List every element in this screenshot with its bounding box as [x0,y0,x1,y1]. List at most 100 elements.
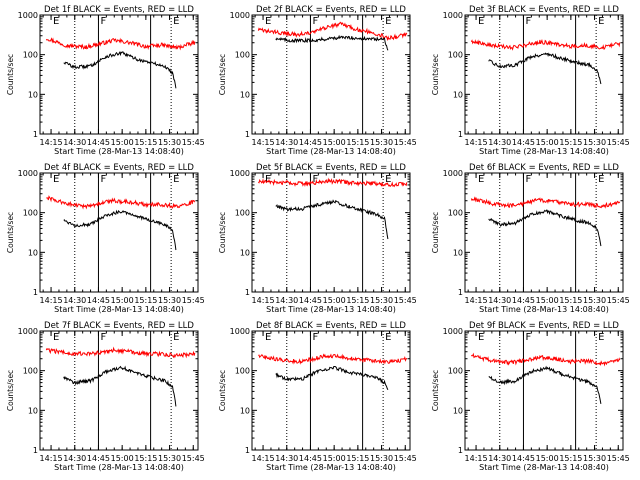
x-axis-label: Start Time (28-Mar-13 14:08:40) [479,463,609,472]
y-tick-label: 1 [33,130,38,139]
panel-title: Det 9f BLACK = Events, RED = LLD [469,321,619,331]
x-tick-label: 15:45 [182,454,205,463]
y-tick-label: 1 [33,288,38,297]
series-line-lld [470,352,621,367]
panel-title: Det 5f BLACK = Events, RED = LLD [256,163,406,173]
plot-frame [39,330,199,451]
series-line-events [488,52,602,85]
panel-title: Det 6f BLACK = Events, RED = LLD [469,163,619,173]
x-tick-label: 15:00 [111,296,134,305]
panel-det-4: Det 4f BLACK = Events, RED = LLD 1 10 100 10… [6,163,205,314]
x-tick-label: 15:30 [158,138,181,147]
x-axis-label: Start Time (28-Mar-13 14:08:40) [266,463,396,472]
panel-title: Det 1f BLACK = Events, RED = LLD [44,5,194,15]
y-axis-label: Counts/sec [431,370,440,411]
series-line-events [275,199,389,240]
y-axis-label: Counts/sec [218,54,227,95]
x-tick-label: 15:45 [182,296,205,305]
marker-letter: E [598,16,604,27]
y-tick-label: 1 [458,288,463,297]
panel-title: Det 4f BLACK = Events, RED = LLD [44,163,194,173]
y-tick-label: 100 [23,51,38,60]
marker-letter: E [53,16,59,27]
y-tick-label: 10 [240,406,250,415]
x-tick-label: 15:00 [323,138,346,147]
series-line-events [275,34,389,51]
y-tick-label: 1000 [18,11,38,20]
x-tick-label: 14:45 [299,454,322,463]
y-tick-label: 10 [453,406,463,415]
y-tick-label: 100 [448,209,463,218]
x-tick-label: 14:30 [488,296,511,305]
x-tick-label: 15:15 [346,454,369,463]
x-tick-label: 15:15 [346,138,369,147]
panel-det-2: Det 2f BLACK = Events, RED = LLD 1 10 100 10… [218,5,417,156]
marker-letter: E [265,174,271,185]
x-tick-label: 15:00 [536,138,559,147]
marker-letter: F [100,16,106,27]
x-tick-label: 15:30 [583,454,606,463]
x-axis-label: Start Time (28-Mar-13 14:08:40) [479,147,609,156]
x-tick-label: 14:30 [488,138,511,147]
x-tick-label: 14:30 [63,454,86,463]
x-tick-label: 15:45 [182,138,205,147]
series-line-lld [258,353,408,365]
x-tick-label: 14:15 [40,138,63,147]
y-tick-label: 1 [458,130,463,139]
x-tick-label: 15:45 [607,296,630,305]
x-axis-label: Start Time (28-Mar-13 14:08:40) [479,305,609,314]
x-tick-label: 15:15 [346,296,369,305]
y-tick-label: 100 [23,367,38,376]
x-tick-label: 14:30 [63,296,86,305]
series-line-events [488,209,602,247]
x-tick-label: 14:45 [512,296,535,305]
y-tick-label: 1000 [230,169,250,178]
series-line-lld [45,37,196,51]
x-tick-label: 14:15 [252,138,275,147]
y-tick-label: 1000 [18,169,38,178]
x-tick-label: 15:15 [134,296,157,305]
x-axis-label: Start Time (28-Mar-13 14:08:40) [266,305,396,314]
y-tick-label: 1000 [443,169,463,178]
panel-title: Det 2f BLACK = Events, RED = LLD [256,5,406,15]
y-tick-label: 1000 [230,11,250,20]
marker-letter: F [100,174,106,185]
x-tick-label: 15:45 [394,296,417,305]
y-tick-label: 10 [453,248,463,257]
x-tick-label: 14:15 [40,296,63,305]
y-tick-label: 1000 [230,327,250,336]
marker-letter: F [312,16,318,27]
x-tick-label: 15:45 [394,454,417,463]
marker-letter: E [478,174,484,185]
x-tick-label: 15:30 [370,296,393,305]
series-line-lld [257,177,408,188]
series-line-events [63,51,177,89]
marker-letter: E [173,174,179,185]
y-tick-label: 1000 [443,327,463,336]
marker-letter: E [53,174,59,185]
marker-letter: E [478,16,484,27]
x-tick-label: 15:30 [583,138,606,147]
x-tick-label: 15:00 [323,454,346,463]
marker-letter: F [525,174,531,185]
y-tick-label: 1 [245,130,250,139]
x-tick-label: 15:00 [536,296,559,305]
x-axis-label: Start Time (28-Mar-13 14:08:40) [54,147,184,156]
x-tick-label: 14:30 [275,138,298,147]
marker-letter: E [385,174,391,185]
y-tick-label: 10 [28,248,38,257]
x-tick-label: 15:00 [536,454,559,463]
x-tick-label: 14:45 [87,454,110,463]
y-tick-label: 1 [245,446,250,455]
y-tick-label: 100 [448,367,463,376]
marker-letter: E [598,332,604,343]
x-tick-label: 14:15 [40,454,63,463]
series-line-events [488,365,602,404]
x-tick-label: 14:30 [275,454,298,463]
panel-title: Det 8f BLACK = Events, RED = LLD [256,321,406,331]
plot-frame [251,330,411,451]
series-line-lld [470,196,621,209]
y-tick-label: 10 [240,248,250,257]
plot-frame [464,172,624,293]
x-tick-label: 14:45 [299,296,322,305]
